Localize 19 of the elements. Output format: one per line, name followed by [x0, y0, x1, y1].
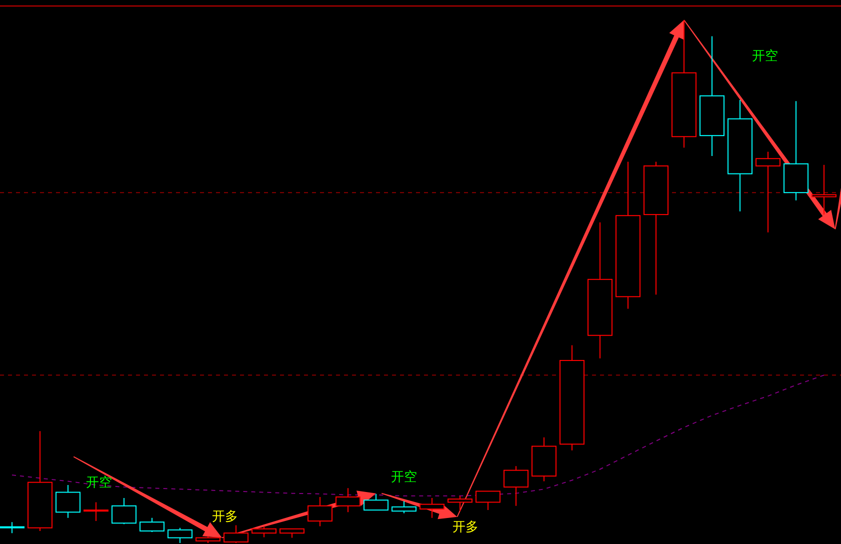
annotation: 开空	[752, 49, 778, 64]
annotation: 开空	[86, 475, 112, 490]
candlestick	[700, 36, 724, 156]
candlestick	[588, 222, 612, 359]
candlestick	[644, 161, 668, 296]
candlestick	[728, 100, 752, 212]
candlestick	[56, 484, 80, 518]
candlestick	[784, 100, 808, 201]
candlestick	[560, 344, 584, 451]
annotation: 开空	[391, 470, 417, 486]
annotation: 开多	[452, 520, 479, 535]
annotation: 开多	[212, 509, 238, 524]
candlestick	[504, 466, 528, 506]
candlestick	[616, 161, 640, 310]
candlestick	[84, 502, 108, 522]
candlestick	[420, 498, 444, 518]
candlestick	[672, 20, 696, 148]
candlestick	[308, 496, 332, 527]
candlestick	[812, 164, 836, 216]
